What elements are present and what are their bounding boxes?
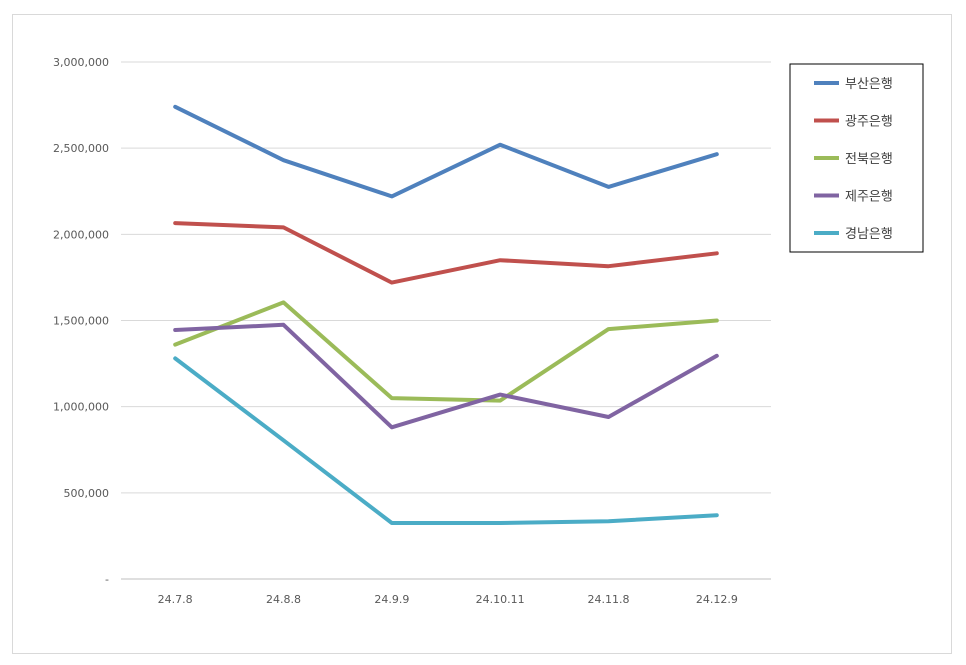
axes: - 500,000 1,000,000 1,500,000 2,000,000 2,500…	[53, 56, 738, 606]
legend-label: 전북은행	[845, 151, 893, 167]
series-line	[173, 221, 719, 285]
x-tick-label: 24.8.8	[266, 593, 301, 606]
legend-label: 광주은행	[845, 114, 893, 130]
gridlines	[121, 61, 771, 580]
legend-box	[789, 63, 924, 253]
legend-label: 경남은행	[845, 226, 893, 242]
x-tick-label: 24.7.8	[158, 593, 193, 606]
y-tick-label: 500,000	[64, 487, 110, 500]
y-tick-label: 1,500,000	[53, 315, 109, 328]
x-tick-label: 24.11.8	[588, 593, 630, 606]
legend-label: 부산은행	[845, 76, 893, 92]
x-tick-label: 24.12.9	[696, 593, 738, 606]
chart-area: - 500,000 1,000,000 1,500,000 2,000,000 2,500…	[12, 14, 952, 654]
y-tick-label: 3,000,000	[53, 56, 109, 69]
series-line	[173, 356, 719, 525]
series-line	[173, 104, 719, 199]
x-tick-label: 24.10.11	[476, 593, 525, 606]
y-tick-label: -	[105, 573, 109, 586]
legend-label: 제주은행	[845, 189, 893, 205]
y-tick-label: 1,000,000	[53, 401, 109, 414]
series-lines	[173, 104, 719, 525]
series-line	[173, 300, 719, 403]
y-tick-label: 2,000,000	[53, 228, 109, 241]
x-tick-label: 24.9.9	[374, 593, 409, 606]
series-line	[173, 322, 719, 430]
y-tick-label: 2,500,000	[53, 142, 109, 155]
line-chart: - 500,000 1,000,000 1,500,000 2,000,000 2,500…	[53, 56, 924, 606]
